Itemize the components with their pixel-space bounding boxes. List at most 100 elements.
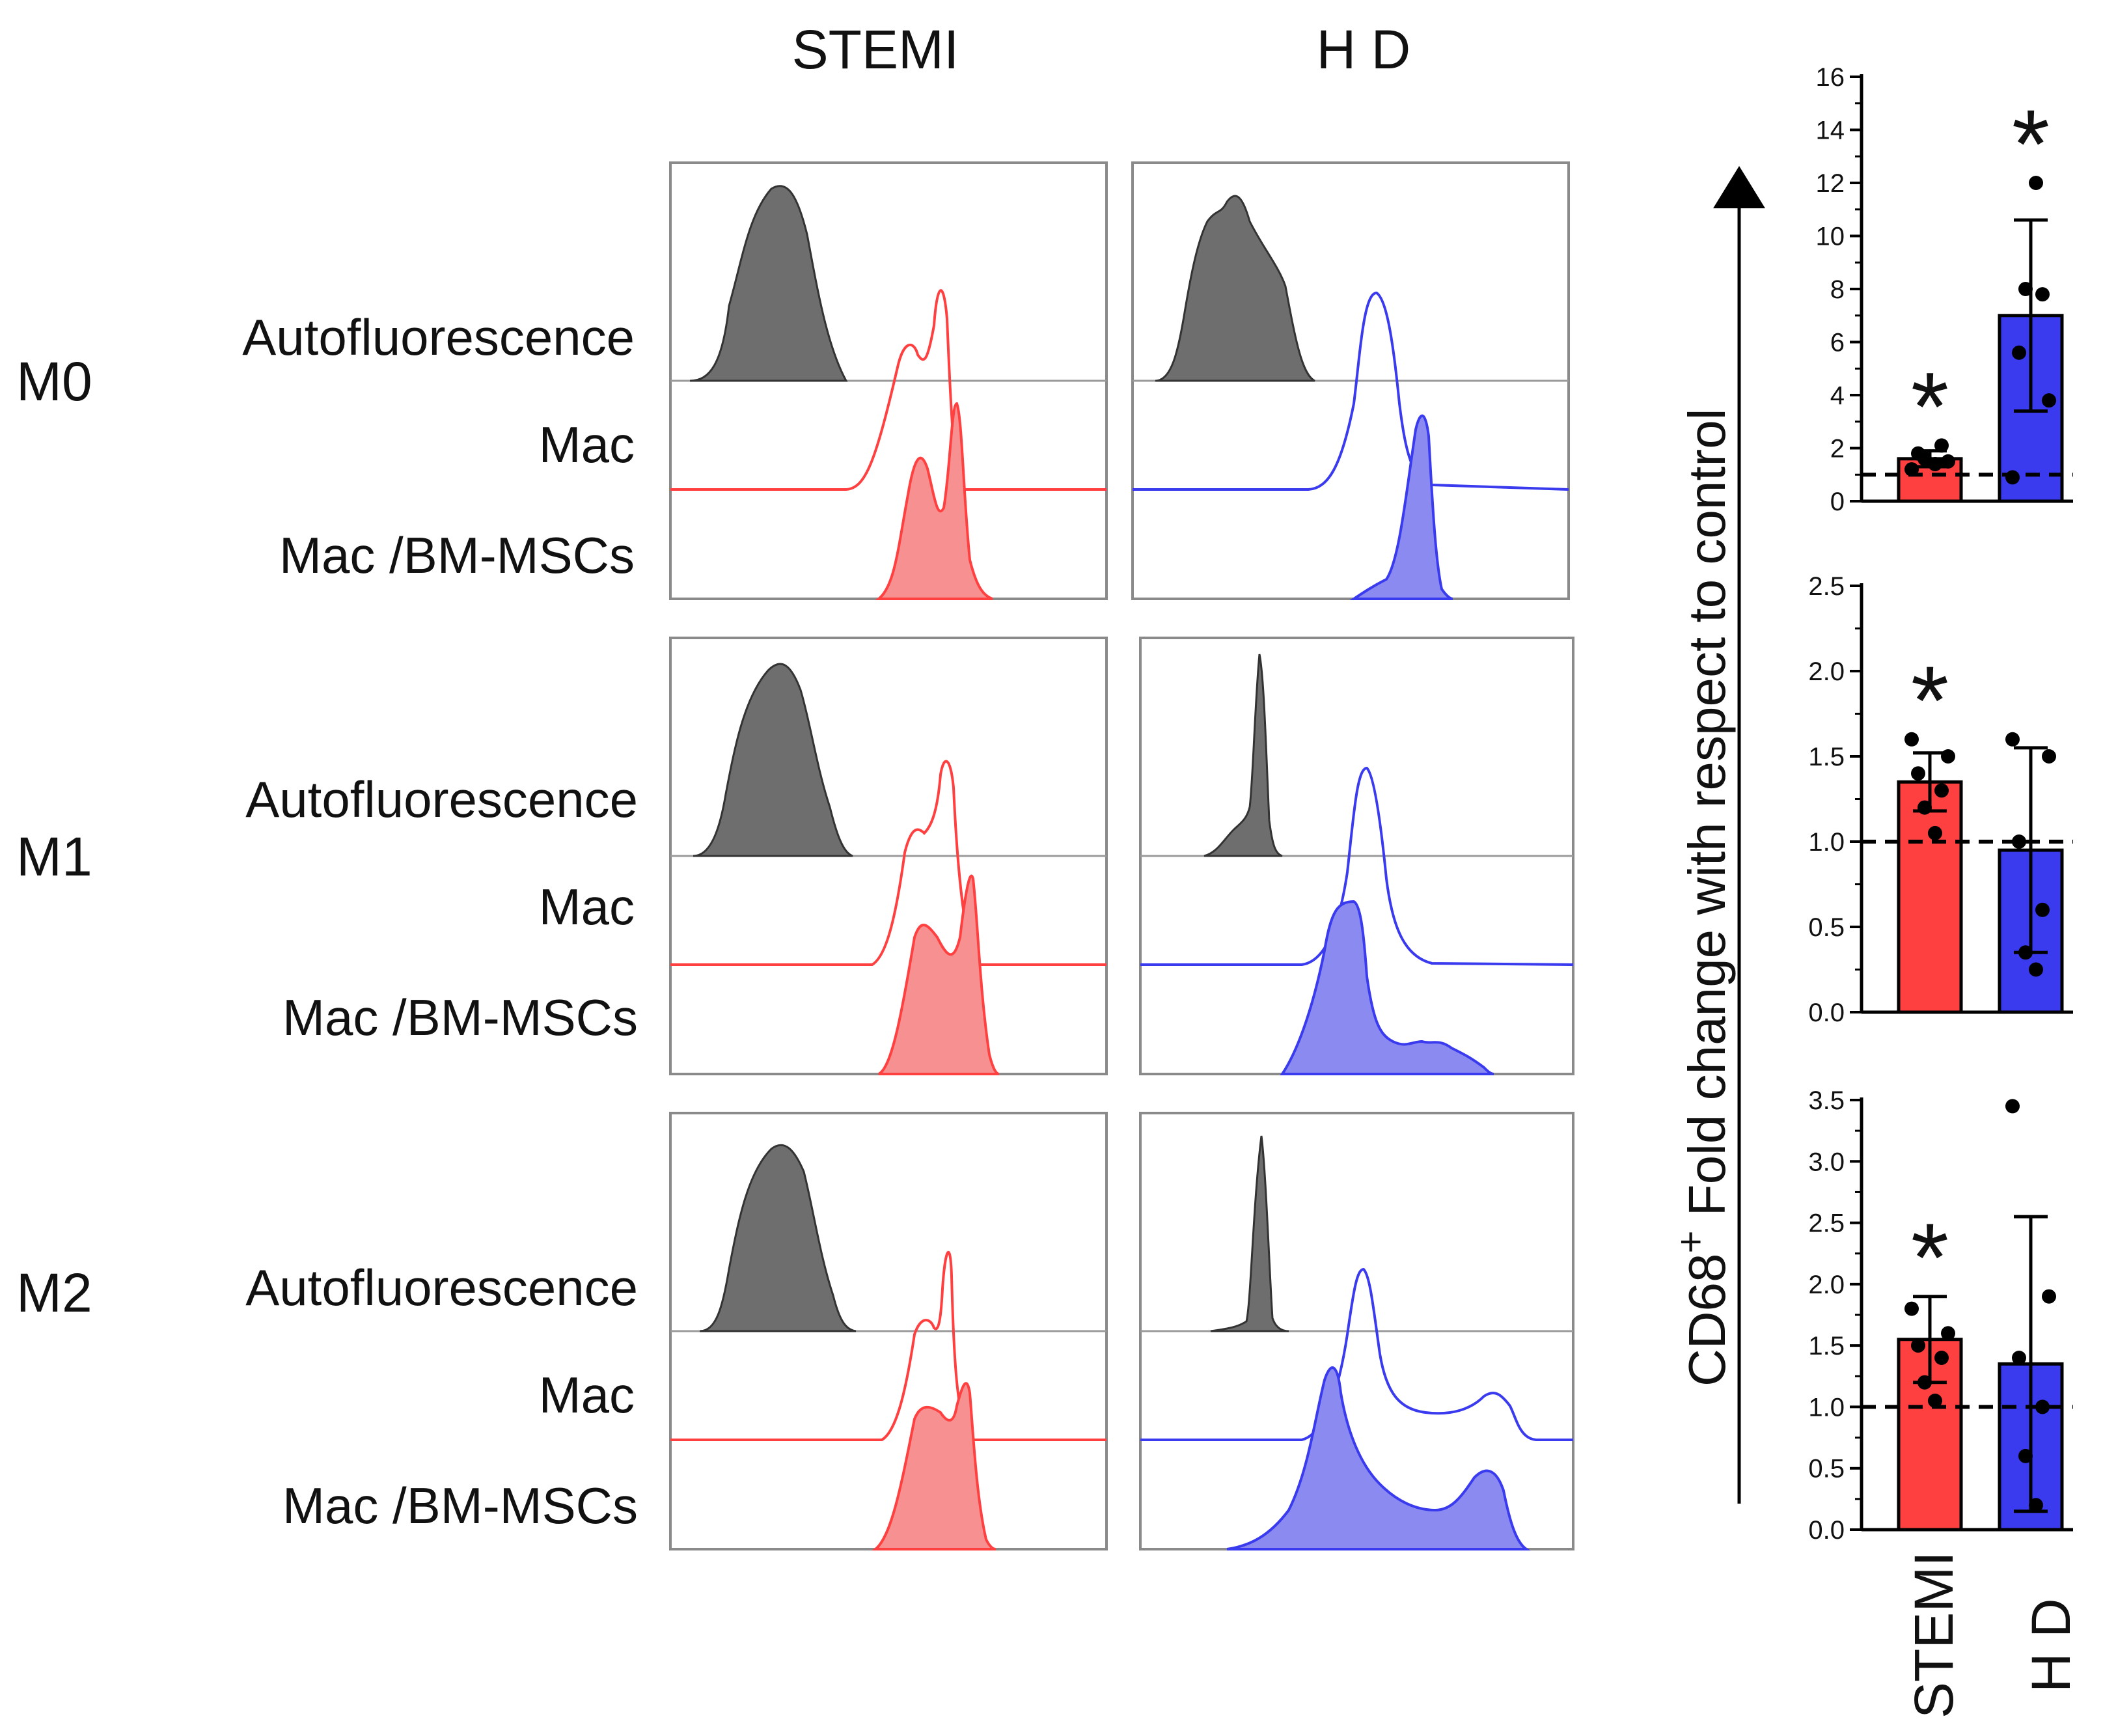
trace-label-mac-bm-mscs: Mac /BM-MSCs bbox=[279, 527, 635, 584]
histogram-autofluorescence bbox=[693, 663, 853, 857]
data-point-hd bbox=[2042, 393, 2056, 408]
data-point-stemi bbox=[1941, 749, 1955, 764]
y-tick-label: 10 bbox=[1816, 223, 1845, 251]
histogram-mac-bm-mscs bbox=[872, 1382, 997, 1550]
y-tick-label: 1.5 bbox=[1808, 1332, 1845, 1360]
data-point-hd bbox=[2005, 1099, 2020, 1114]
y-tick-label: 2.0 bbox=[1808, 657, 1845, 686]
y-tick-label: 16 bbox=[1816, 63, 1845, 92]
data-point-hd bbox=[2035, 287, 2050, 302]
trace-label-mac: Mac bbox=[539, 416, 635, 473]
trace-label-mac-bm-mscs: Mac /BM-MSCs bbox=[282, 989, 638, 1046]
data-point-hd bbox=[2035, 1399, 2050, 1414]
y-tick-label: 12 bbox=[1816, 169, 1845, 198]
data-point-hd bbox=[2012, 345, 2026, 360]
data-point-hd bbox=[2029, 176, 2043, 190]
y-tick-label: 0.0 bbox=[1808, 999, 1845, 1027]
data-point-stemi bbox=[1928, 456, 1942, 471]
data-point-hd bbox=[2018, 282, 2033, 296]
y-tick-label: 3.5 bbox=[1808, 1086, 1845, 1115]
histogram-mac bbox=[670, 760, 1106, 966]
histogram-autofluorescence bbox=[1210, 1135, 1289, 1332]
y-tick-label: 0.0 bbox=[1808, 1516, 1845, 1545]
trace-label-autofluorescence: Autofluorescence bbox=[245, 1259, 638, 1316]
trace-label-mac: Mac bbox=[539, 878, 635, 935]
column-header-stemi: STEMI bbox=[792, 19, 959, 80]
data-point-stemi bbox=[1928, 1394, 1942, 1408]
data-point-stemi bbox=[1941, 454, 1955, 469]
y-tick-label: 0.5 bbox=[1808, 913, 1845, 942]
y-axis-arrowhead bbox=[1713, 166, 1765, 208]
data-point-stemi bbox=[1911, 766, 1925, 781]
data-point-stemi bbox=[1917, 800, 1932, 815]
significance-star-stemi: * bbox=[1911, 646, 1949, 755]
data-point-hd bbox=[2029, 962, 2043, 977]
histogram-mac bbox=[670, 289, 1106, 491]
y-axis-label-rest: Fold change with respect to control bbox=[1678, 409, 1736, 1231]
data-point-stemi bbox=[1934, 1351, 1949, 1365]
y-tick-label: 3.0 bbox=[1808, 1148, 1845, 1176]
y-tick-label: 2.0 bbox=[1808, 1271, 1845, 1299]
y-tick-label: 2.5 bbox=[1808, 1209, 1845, 1238]
data-point-stemi bbox=[1934, 438, 1949, 453]
data-point-hd bbox=[2042, 1289, 2056, 1304]
bar-chart-m0: 0 2 4 6 8 10 12 14 16 * * bbox=[1816, 63, 2073, 516]
y-tick-label: 0 bbox=[1830, 488, 1845, 516]
y-tick-label: 1.5 bbox=[1808, 743, 1845, 771]
histogram-mac-bm-mscs bbox=[1349, 414, 1453, 600]
data-point-stemi bbox=[1911, 1338, 1925, 1353]
y-tick-label: 4 bbox=[1830, 381, 1845, 410]
histogram-mac-bm-mscs bbox=[1280, 900, 1494, 1075]
histogram-autofluorescence bbox=[1203, 654, 1283, 857]
data-point-stemi bbox=[1904, 732, 1919, 747]
trace-label-autofluorescence: Autofluorescence bbox=[245, 771, 638, 828]
y-tick-label: 14 bbox=[1816, 117, 1845, 145]
trace-label-autofluorescence: Autofluorescence bbox=[242, 309, 635, 366]
trace-label-mac: Mac bbox=[539, 1366, 635, 1424]
bar-chart-m1: 0.0 0.5 1.0 1.5 2.0 2.5 * bbox=[1808, 572, 2073, 1027]
y-tick-label: 1.0 bbox=[1808, 1393, 1845, 1422]
data-point-hd bbox=[2042, 749, 2056, 764]
histogram-autofluorescence bbox=[1155, 195, 1315, 382]
y-tick-label: 2 bbox=[1830, 435, 1845, 463]
significance-star-stemi: * bbox=[1911, 351, 1949, 461]
y-tick-label: 0.5 bbox=[1808, 1455, 1845, 1483]
histogram-mac-bm-mscs bbox=[1226, 1366, 1531, 1550]
histogram-autofluorescence bbox=[699, 1144, 857, 1332]
y-tick-label: 1.0 bbox=[1808, 828, 1845, 857]
data-point-hd bbox=[2005, 732, 2020, 747]
y-axis-label: CD68+ Fold change with respect to contro… bbox=[1669, 409, 1736, 1386]
histogram-mac bbox=[1140, 1267, 1573, 1441]
data-point-stemi bbox=[1941, 1326, 1955, 1341]
y-axis-label-superscript: + bbox=[1669, 1230, 1712, 1253]
data-point-stemi bbox=[1928, 825, 1942, 840]
y-axis-label-main: CD68 bbox=[1678, 1253, 1736, 1386]
histogram-mac-bm-mscs bbox=[875, 402, 993, 600]
y-tick-label: 2.5 bbox=[1808, 572, 1845, 601]
bar-stemi bbox=[1897, 780, 1963, 1014]
trace-label-mac-bm-mscs: Mac /BM-MSCs bbox=[282, 1477, 638, 1534]
data-point-hd bbox=[2018, 945, 2033, 960]
row-label-m2: M2 bbox=[16, 1262, 92, 1323]
y-tick-label: 6 bbox=[1830, 329, 1845, 357]
x-category-label-hd: H D bbox=[2020, 1598, 2082, 1692]
histogram-mac-bm-mscs bbox=[877, 874, 1000, 1075]
x-category-label-stemi: STEMI bbox=[1903, 1551, 1964, 1718]
data-point-hd bbox=[2018, 1448, 2033, 1463]
data-point-stemi bbox=[1934, 783, 1949, 798]
significance-star-stemi: * bbox=[1911, 1203, 1949, 1312]
data-point-hd bbox=[2029, 1498, 2043, 1513]
shared-y-axis: CD68+ Fold change with respect to contro… bbox=[1669, 166, 1765, 1504]
data-point-stemi bbox=[1904, 1301, 1919, 1316]
column-header-hd: H D bbox=[1317, 19, 1411, 80]
histogram-mac bbox=[1133, 291, 1569, 491]
y-tick-label: 8 bbox=[1830, 275, 1845, 304]
histogram-mac bbox=[670, 1250, 1106, 1441]
histogram-autofluorescence bbox=[689, 185, 848, 382]
data-point-hd bbox=[2012, 1351, 2026, 1365]
bar-charts: 0 2 4 6 8 10 12 14 16 * * 0.0 0.5 1.0 1.5 2.0 2.5 * 0.0 0.5… bbox=[1808, 63, 2073, 1545]
data-point-hd bbox=[2012, 834, 2026, 849]
data-point-hd bbox=[2005, 470, 2020, 485]
row-label-m1: M1 bbox=[16, 826, 92, 887]
